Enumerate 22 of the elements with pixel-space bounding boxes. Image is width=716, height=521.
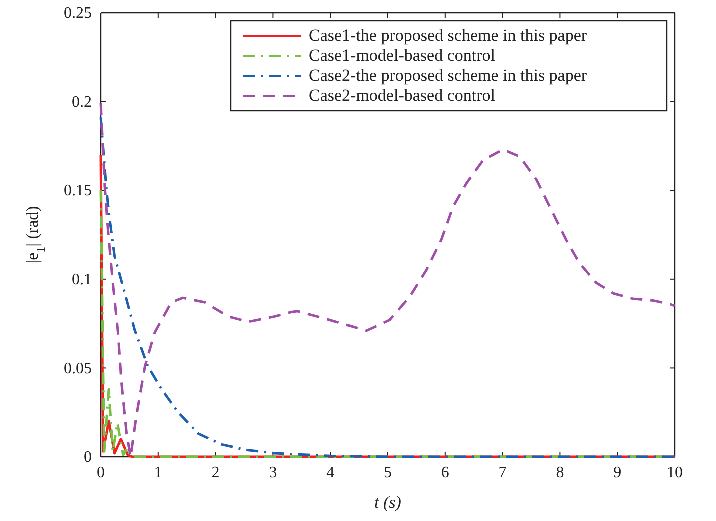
legend-label: Case2-the proposed scheme in this paper	[309, 66, 588, 85]
x-tick-label: 10	[667, 464, 683, 482]
y-tick-label: 0.25	[64, 5, 92, 22]
y-tick-label: 0.1	[72, 272, 92, 289]
legend-label: Case2-model-based control	[309, 86, 496, 105]
x-tick-label: 6	[441, 464, 450, 482]
x-tick-label: 8	[556, 464, 564, 482]
x-tick-label: 9	[614, 464, 622, 482]
x-axis-title: t (s)	[374, 493, 402, 512]
x-tick-label: 3	[269, 464, 278, 482]
legend-label: Case1-the proposed scheme in this paper	[309, 26, 588, 45]
y-tick-label: 0.15	[64, 182, 92, 200]
x-tick-label: 5	[384, 464, 392, 482]
x-tick-label: 2	[212, 464, 220, 482]
y-tick-label: 0	[84, 449, 92, 466]
y-tick-label: 0.05	[64, 360, 92, 378]
x-tick-label: 1	[154, 464, 162, 482]
x-tick-label: 7	[498, 464, 507, 482]
x-tick-label: 0	[97, 464, 105, 482]
y-tick-label: 0.2	[72, 94, 92, 111]
x-tick-label: 4	[326, 464, 335, 482]
legend-label: Case1-model-based control	[309, 46, 496, 65]
